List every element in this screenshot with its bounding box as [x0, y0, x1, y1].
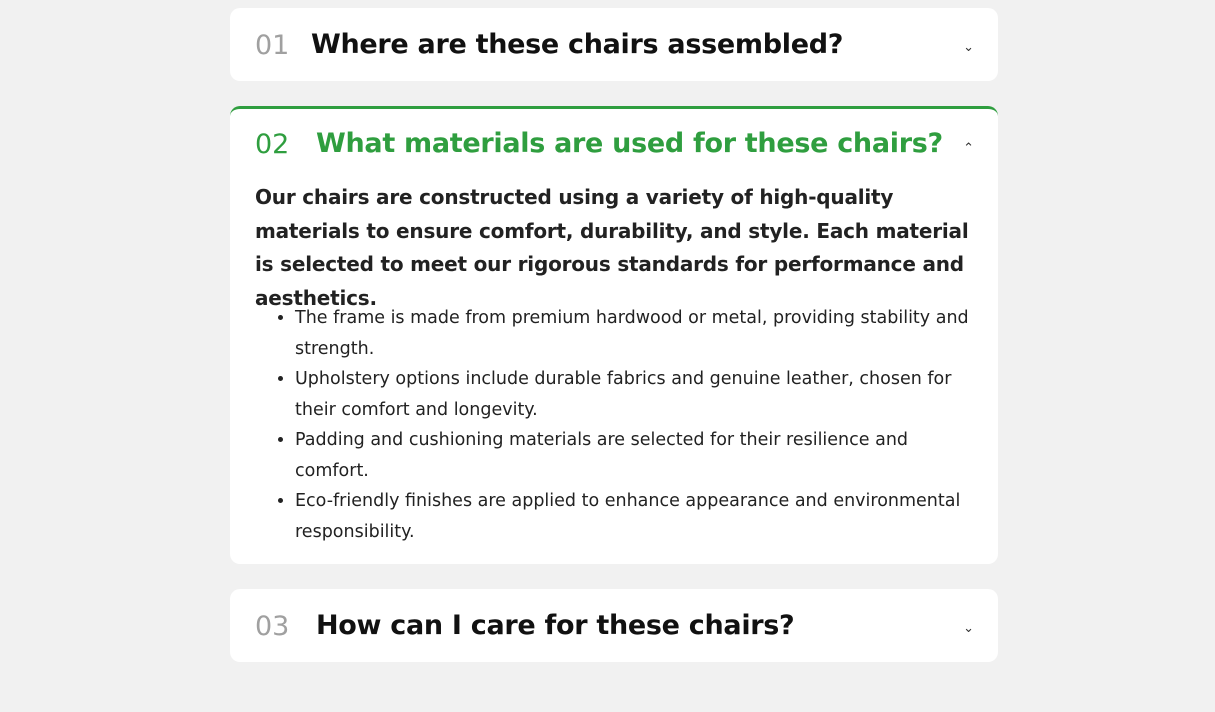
list-item: Eco-friendly finishes are applied to enh… [295, 486, 980, 547]
faq-toggle-assembly[interactable]: 01 Where are these chairs assembled? ⌄ [230, 8, 998, 81]
list-item: Padding and cushioning materials are sel… [295, 425, 980, 486]
chevron-up-icon[interactable]: ⌃ [963, 141, 974, 156]
chevron-down-icon[interactable]: ⌄ [963, 40, 974, 55]
faq-accordion: 01 Where are these chairs assembled? ⌄ 0… [230, 8, 998, 662]
faq-item-care: 03 How can I care for these chairs? ⌄ [230, 589, 998, 662]
faq-number: 02 [255, 129, 290, 160]
faq-toggle-materials[interactable]: 02 What materials are used for these cha… [230, 109, 998, 179]
faq-answer-list: The frame is made from premium hardwood … [255, 303, 980, 547]
faq-number: 03 [255, 611, 290, 642]
faq-answer-intro: Our chairs are constructed using a varie… [255, 185, 969, 310]
faq-question: How can I care for these chairs? [316, 610, 795, 641]
faq-item-materials: 02 What materials are used for these cha… [230, 106, 998, 564]
faq-question: What materials are used for these chairs… [316, 128, 943, 159]
faq-toggle-care[interactable]: 03 How can I care for these chairs? ⌄ [230, 589, 998, 662]
chevron-down-icon[interactable]: ⌄ [963, 621, 974, 636]
list-item: Upholstery options include durable fabri… [295, 364, 980, 425]
faq-question: Where are these chairs assembled? [311, 29, 844, 60]
faq-item-assembly: 01 Where are these chairs assembled? ⌄ [230, 8, 998, 81]
faq-number: 01 [255, 30, 290, 61]
list-item: The frame is made from premium hardwood … [295, 303, 980, 364]
